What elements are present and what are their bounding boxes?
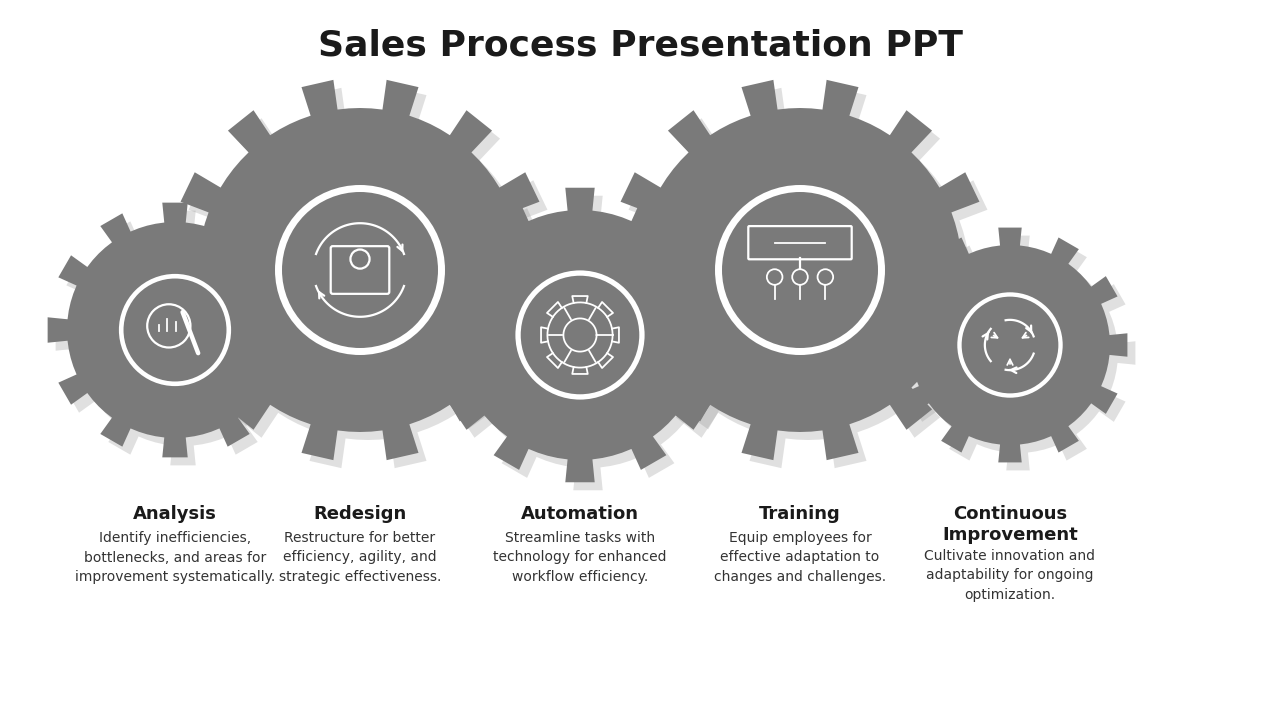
Text: Continuous
Improvement: Continuous Improvement — [942, 505, 1078, 544]
Polygon shape — [55, 211, 310, 465]
Text: Equip employees for
effective adaptation to
changes and challenges.: Equip employees for effective adaptation… — [714, 531, 886, 584]
Text: Analysis: Analysis — [133, 505, 216, 523]
Circle shape — [516, 271, 645, 400]
Circle shape — [275, 185, 445, 355]
Text: Restructure for better
efficiency, agility, and
strategic effectiveness.: Restructure for better efficiency, agili… — [279, 531, 442, 584]
Text: Cultivate innovation and
adaptability for ongoing
optimization.: Cultivate innovation and adaptability fo… — [924, 549, 1096, 602]
Circle shape — [960, 295, 1060, 395]
Text: Redesign: Redesign — [314, 505, 407, 523]
Polygon shape — [609, 80, 991, 460]
Text: Sales Process Presentation PPT: Sales Process Presentation PPT — [317, 28, 963, 62]
Circle shape — [700, 170, 900, 370]
Circle shape — [961, 297, 1059, 393]
Circle shape — [948, 283, 1073, 407]
Text: Training: Training — [759, 505, 841, 523]
Circle shape — [722, 192, 878, 348]
Circle shape — [116, 272, 233, 388]
Polygon shape — [901, 235, 1135, 470]
Circle shape — [712, 182, 888, 358]
Circle shape — [273, 182, 448, 358]
Polygon shape — [433, 188, 727, 482]
Circle shape — [957, 292, 1062, 397]
Polygon shape — [47, 202, 302, 457]
Circle shape — [260, 170, 460, 370]
Circle shape — [504, 259, 657, 411]
Circle shape — [518, 274, 641, 397]
Circle shape — [123, 279, 227, 382]
Polygon shape — [177, 88, 559, 468]
Circle shape — [513, 268, 646, 402]
Circle shape — [279, 189, 440, 351]
Polygon shape — [169, 80, 552, 460]
Circle shape — [521, 276, 639, 395]
Circle shape — [716, 185, 884, 355]
Circle shape — [119, 274, 232, 386]
Circle shape — [956, 291, 1064, 399]
Polygon shape — [892, 228, 1128, 462]
Polygon shape — [440, 196, 735, 490]
Circle shape — [719, 189, 881, 351]
Text: Streamline tasks with
technology for enhanced
workflow efficiency.: Streamline tasks with technology for enh… — [493, 531, 667, 584]
Text: Identify inefficiencies,
bottlenecks, and areas for
improvement systematically.: Identify inefficiencies, bottlenecks, an… — [74, 531, 275, 584]
Text: Automation: Automation — [521, 505, 639, 523]
Polygon shape — [617, 88, 1000, 468]
Circle shape — [109, 264, 241, 396]
Circle shape — [282, 192, 438, 348]
Circle shape — [122, 276, 228, 383]
